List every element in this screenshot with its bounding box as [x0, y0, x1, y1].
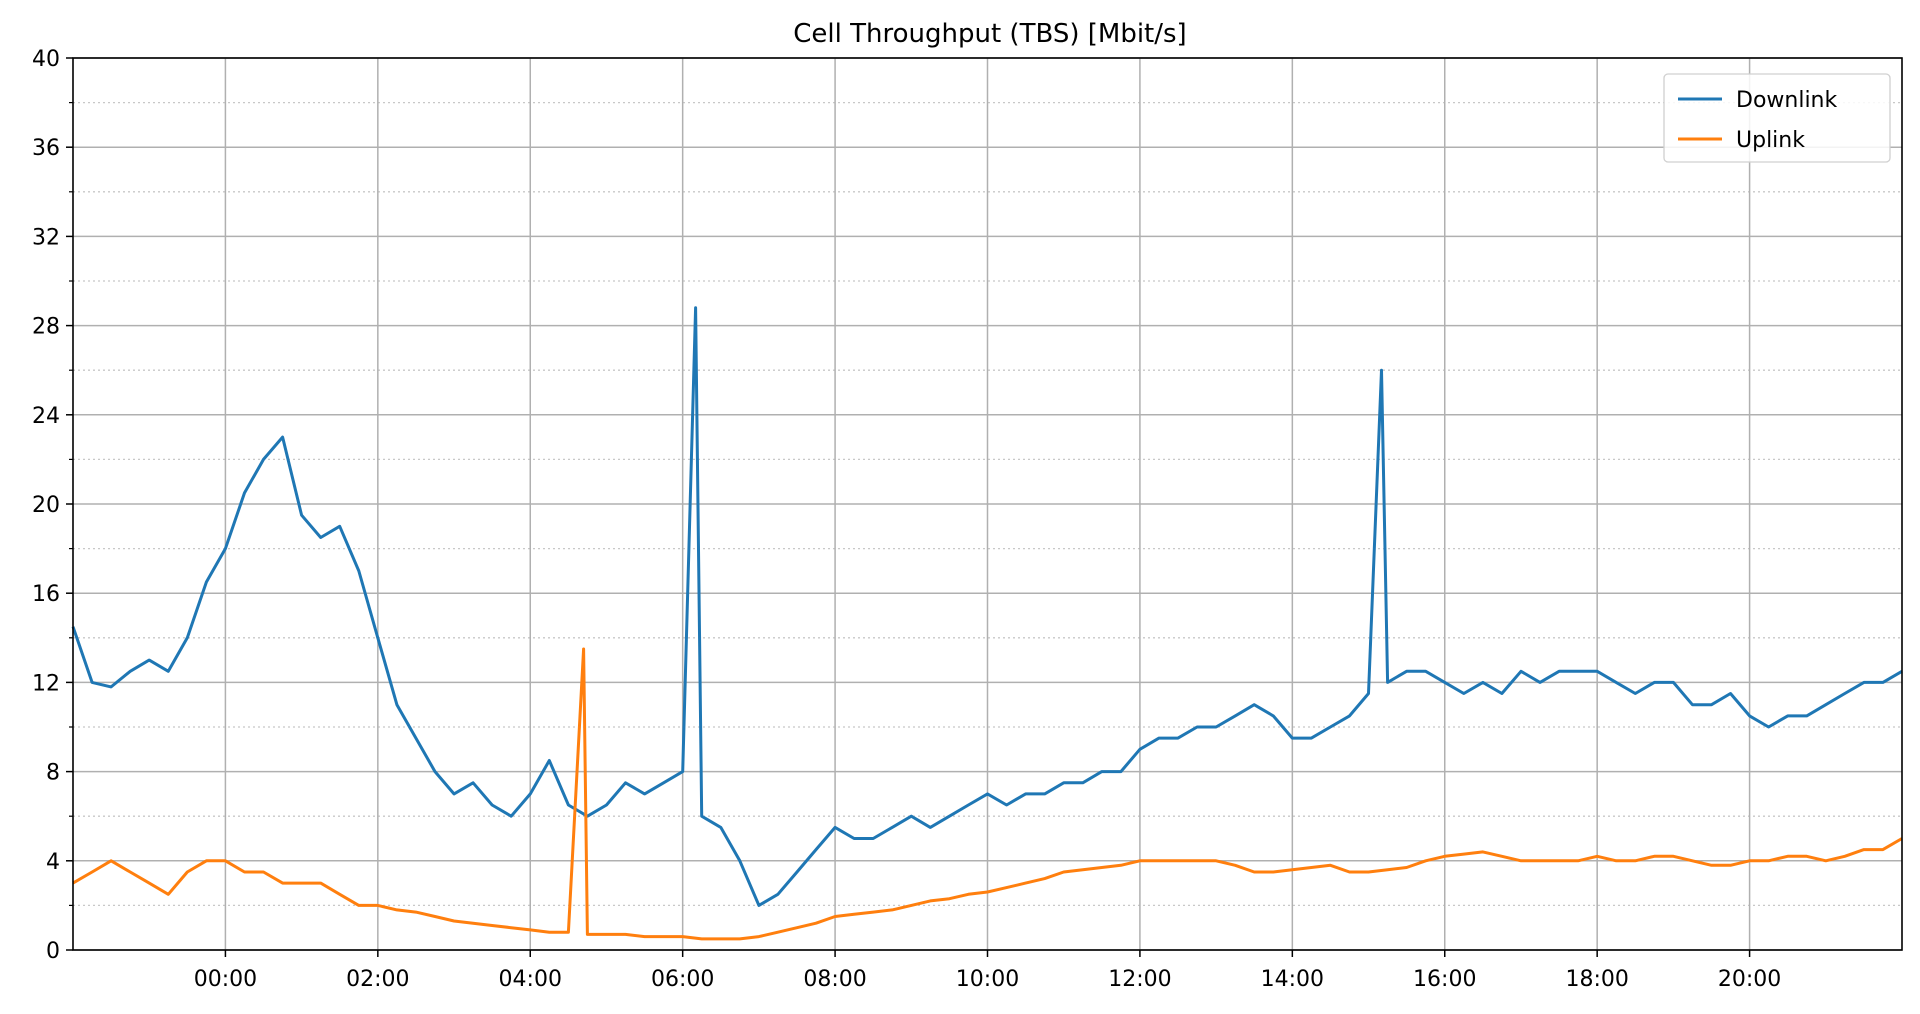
x-tick-label: 18:00 [1565, 967, 1628, 992]
chart-title: Cell Throughput (TBS) [Mbit/s] [793, 19, 1186, 49]
x-tick-label: 08:00 [803, 967, 866, 992]
y-tick-label: 36 [32, 136, 60, 161]
y-tick-label: 4 [46, 850, 60, 875]
y-tick-label: 8 [46, 761, 60, 786]
y-tick-label: 0 [46, 939, 60, 964]
y-tick-label: 16 [32, 582, 60, 607]
x-tick-label: 20:00 [1718, 967, 1781, 992]
x-tick-label: 16:00 [1413, 967, 1476, 992]
x-tick-label: 04:00 [499, 967, 562, 992]
y-tick-label: 32 [32, 225, 60, 250]
legend-label-uplink: Uplink [1736, 128, 1805, 153]
x-tick-label: 10:00 [956, 967, 1019, 992]
x-tick-label: 00:00 [194, 967, 257, 992]
uplink-line [72, 647, 1903, 941]
y-tick-label: 24 [32, 404, 60, 429]
x-tick-label: 12:00 [1108, 967, 1171, 992]
legend-label-downlink: Downlink [1736, 88, 1838, 113]
y-tick-label: 28 [32, 315, 60, 340]
legend: Downlink Uplink [1663, 73, 1891, 163]
x-tick-label: 06:00 [651, 967, 714, 992]
x-tick-label: 14:00 [1261, 967, 1324, 992]
y-tick-label: 12 [32, 671, 60, 696]
y-tick-label: 20 [32, 493, 60, 518]
y-tick-label: 40 [32, 47, 60, 72]
x-tick-label: 02:00 [346, 967, 409, 992]
